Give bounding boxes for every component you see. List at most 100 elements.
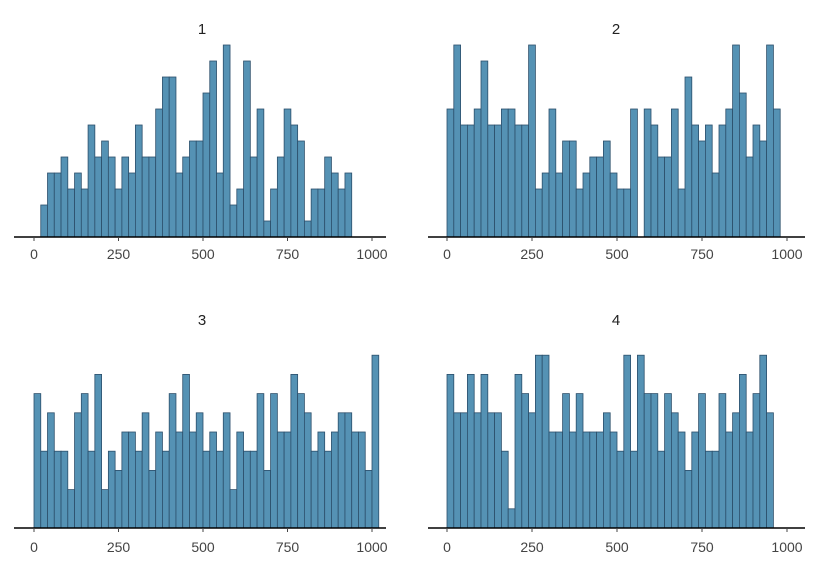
histogram-bar [270, 393, 278, 529]
histogram-bar [718, 124, 727, 238]
histogram-bar [128, 172, 136, 238]
histogram-bar [657, 450, 665, 529]
histogram-bar [725, 108, 733, 238]
histogram-bar [589, 156, 597, 238]
histogram-bar [283, 431, 292, 529]
histogram-bar [487, 124, 495, 238]
histogram-bar [60, 156, 69, 238]
histogram-bar [698, 393, 706, 529]
histogram-bar [229, 489, 238, 529]
histogram-bar [249, 450, 258, 529]
histogram-panel-3: 0 250 500 750 1000 3 [14, 312, 388, 555]
histogram-bar [202, 92, 211, 238]
histogram-bar [94, 156, 102, 238]
histogram-bar [541, 172, 550, 238]
histogram-bar [155, 108, 163, 238]
x-tick-label: 0 [30, 246, 38, 262]
histogram-bar [175, 172, 184, 238]
histogram-bar [535, 354, 543, 529]
histogram-bar [541, 354, 550, 529]
histogram-bar [337, 412, 346, 529]
x-tick-label: 0 [30, 539, 38, 555]
histogram-bar [216, 450, 224, 529]
histogram-bar [195, 412, 204, 529]
histogram-bar [229, 204, 238, 238]
histogram-bar [453, 412, 461, 529]
histogram-bar [535, 188, 543, 238]
histogram-bar [500, 450, 509, 529]
histogram-bar [711, 450, 720, 529]
histogram-bar [175, 431, 184, 529]
histogram-bar [752, 393, 761, 529]
histogram-bar [671, 412, 679, 529]
histogram-bar [114, 469, 123, 529]
histogram-bar [630, 450, 638, 529]
histogram-bar [358, 431, 366, 529]
histogram-bar [507, 508, 516, 529]
x-tick-label: 250 [520, 539, 544, 555]
histogram-bar [705, 450, 713, 529]
histogram-bar [657, 156, 665, 238]
histogram-bar [569, 431, 577, 529]
histogram-bar [33, 393, 42, 529]
histogram-bar [114, 188, 123, 238]
histogram-bar [310, 450, 319, 529]
histogram-bar [487, 412, 495, 529]
histogram-bar [630, 108, 638, 238]
histogram-bar [148, 156, 157, 238]
histogram-bar [555, 172, 563, 238]
histogram-bar [128, 431, 136, 529]
histogram-bar [297, 140, 305, 238]
x-tick-label: 1000 [771, 246, 802, 262]
histogram-bar [101, 489, 109, 529]
x-tick-label: 500 [605, 246, 629, 262]
histogram-bar [303, 220, 312, 238]
histogram-bar [575, 188, 584, 238]
histogram-bar [759, 140, 767, 238]
histogram-bar [650, 393, 659, 529]
histogram-bar [80, 393, 89, 529]
histogram-bar [331, 431, 339, 529]
histogram-bar [500, 108, 509, 238]
x-tick-label: 750 [276, 539, 300, 555]
histogram-bar [121, 431, 130, 529]
histogram-bar [371, 354, 380, 529]
histogram-bar [107, 450, 116, 529]
histogram-bar [317, 188, 326, 238]
histogram-panel-4: 0 250 500 750 1000 4 [428, 312, 805, 555]
histogram-bar [650, 124, 659, 238]
histogram-bar [67, 489, 75, 529]
histogram-bar [276, 156, 285, 238]
histogram-bar [603, 140, 611, 238]
x-tick-label: 500 [605, 539, 629, 555]
x-tick-label: 750 [690, 539, 714, 555]
histogram-bar [691, 124, 699, 238]
x-tick-label: 0 [443, 246, 451, 262]
histogram-bar [168, 393, 177, 529]
histogram-bar [589, 431, 597, 529]
histogram-bar [616, 450, 625, 529]
histogram-bar [290, 124, 299, 238]
histogram-bar [222, 44, 231, 238]
x-tick-label: 250 [107, 246, 131, 262]
histogram-bar [473, 108, 482, 238]
panel-title: 1 [198, 21, 206, 38]
histogram-bar [67, 188, 75, 238]
histogram-bar [162, 450, 170, 529]
histogram-bar [222, 412, 231, 529]
histogram-bar [101, 140, 109, 238]
histogram-bar [324, 450, 332, 529]
histogram-bar [562, 393, 570, 529]
histogram-bar [582, 431, 591, 529]
histogram-bar [189, 431, 197, 529]
histogram-bar [290, 373, 299, 529]
histogram-bar [473, 412, 482, 529]
histogram-bar [94, 373, 102, 529]
histogram-bar [202, 450, 211, 529]
histogram-bar [182, 156, 190, 238]
x-tick-label: 750 [690, 246, 714, 262]
histogram-bar [297, 393, 305, 529]
histogram-bar [249, 156, 258, 238]
histogram-bar [466, 373, 475, 529]
histogram-bar [698, 140, 706, 238]
